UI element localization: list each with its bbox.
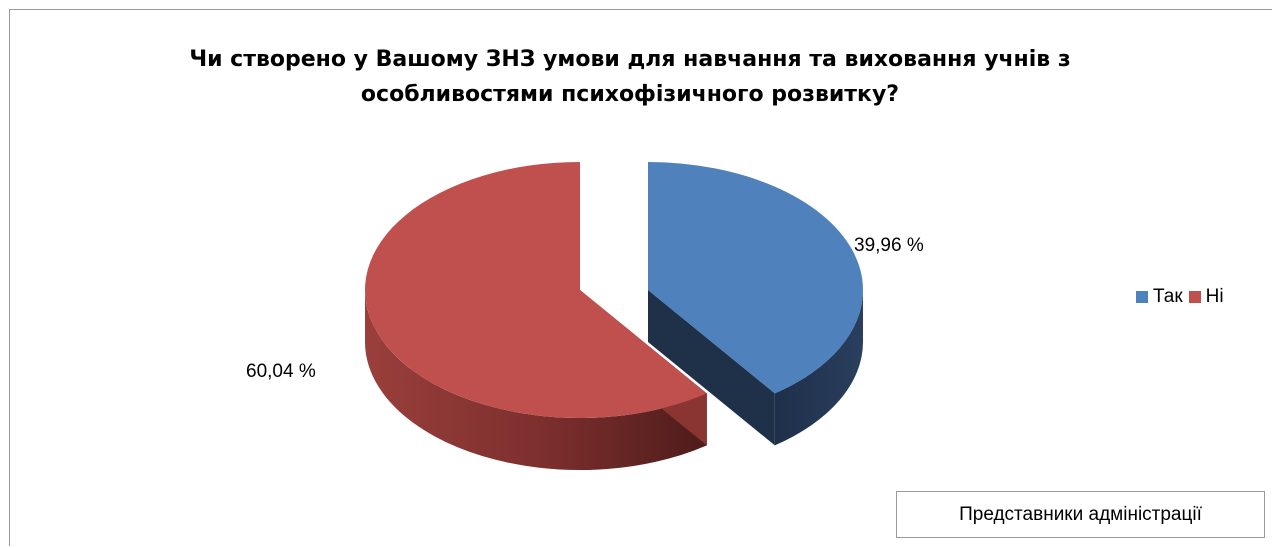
data-label-ni: 60,04 % [246, 361, 316, 382]
legend-swatch-tak [1136, 291, 1148, 303]
legend-item-tak: Так [1136, 286, 1183, 308]
chart-title-line-2: особливостями психофізичного розвитку? [360, 82, 900, 107]
chart-frame [9, 9, 1272, 546]
pie-slice-0 [648, 162, 863, 394]
chart-title: Чи створено у Вашому ЗНЗ умови для навча… [130, 42, 1130, 112]
pie-slice-1 [364, 162, 707, 418]
pie-side-1-0 [365, 290, 707, 470]
data-label-tak: 39,96 % [854, 235, 924, 256]
legend-swatch-ni [1188, 291, 1201, 303]
pie-cut-0-1 [648, 290, 775, 446]
footnote-box: Представники адміністрації [896, 491, 1265, 538]
chart-title-line-1: Чи створено у Вашому ЗНЗ умови для навча… [189, 47, 1071, 72]
legend-item-ni: Ні [1188, 286, 1224, 308]
pie-side-0-0 [774, 290, 863, 446]
legend: Так Ні [1136, 286, 1230, 308]
legend-label-tak: Так [1153, 286, 1183, 307]
legend-label-ni: Ні [1205, 286, 1224, 307]
